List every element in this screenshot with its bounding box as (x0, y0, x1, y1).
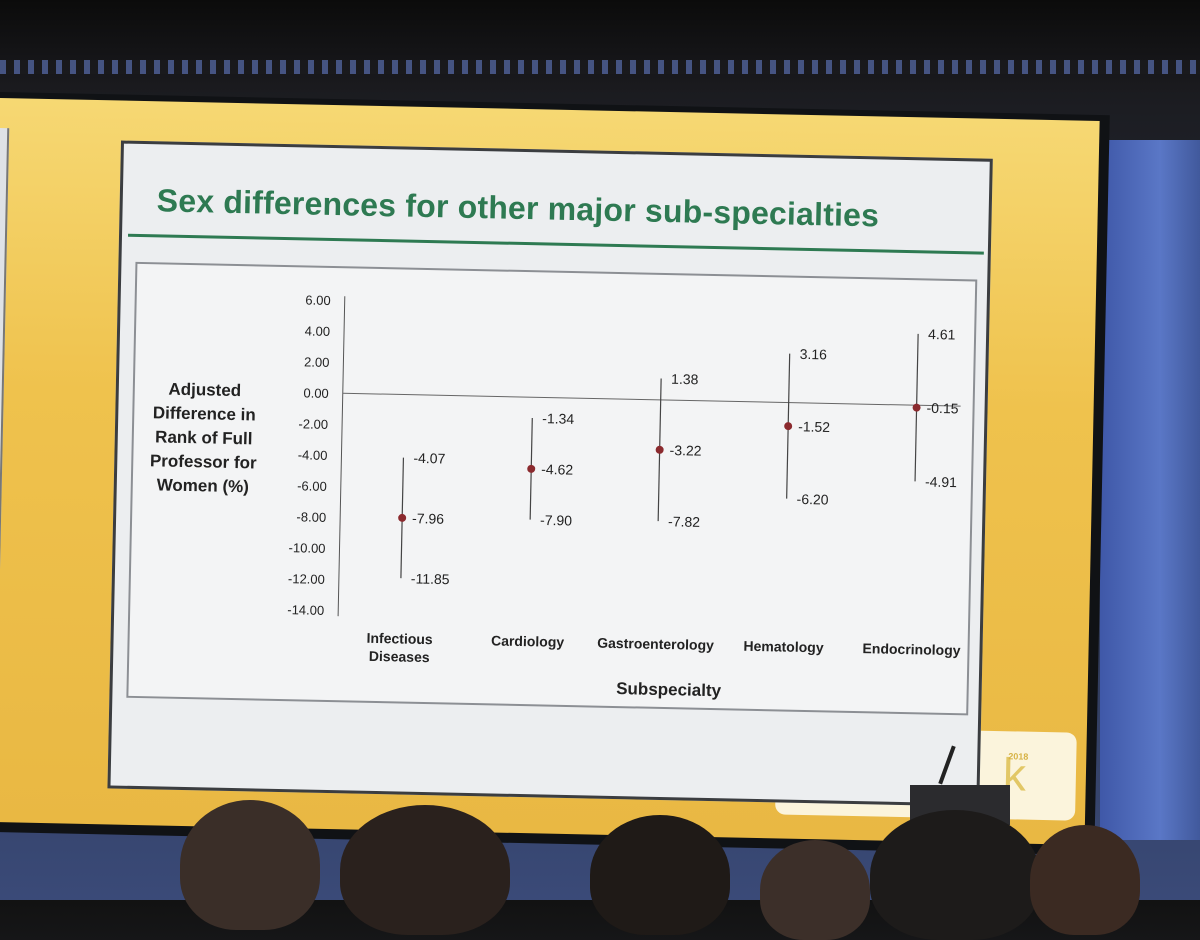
x-category-label: Diseases (369, 648, 430, 665)
y-tick-label: 6.00 (305, 292, 331, 308)
y-axis-title-line: Difference in (153, 403, 256, 424)
y-tick-label: -2.00 (298, 416, 328, 432)
estimate-point (527, 464, 536, 473)
estimate-label: -0.15 (926, 400, 958, 417)
x-category-label: Cardiology (491, 632, 565, 650)
x-axis-title: Subspecialty (616, 679, 722, 700)
upper-bound-label: 4.61 (928, 326, 956, 343)
x-category-label: Endocrinology (862, 640, 961, 658)
y-tick-label: -12.00 (288, 571, 325, 587)
lower-bound-label: -7.82 (668, 513, 700, 530)
upper-bound-label: 1.38 (671, 371, 699, 388)
slide-title: Sex differences for other major sub-spec… (156, 182, 880, 234)
audience-head (340, 805, 510, 935)
x-category-label: Infectious (366, 630, 433, 647)
error-bar-chart: 6.00 4.00 2.00 0.00 -2.00 -4.00 -6.00 -8.00 -10.… (150, 292, 961, 700)
y-axis-title-line: Adjusted (168, 380, 241, 401)
upper-bound-label: -1.34 (542, 410, 574, 427)
x-category-label: Hematology (743, 638, 824, 656)
y-axis-title-line: Rank of Full (155, 427, 253, 448)
side-screen (0, 127, 10, 579)
y-tick-label: 0.00 (303, 385, 329, 401)
y-tick-label: -8.00 (296, 509, 326, 525)
y-tick-label: 4.00 (305, 323, 331, 339)
audience (0, 780, 1200, 940)
estimate-label: -3.22 (669, 442, 701, 459)
estimate-point (398, 513, 407, 522)
audience-head (1030, 825, 1140, 935)
audience-head (760, 840, 870, 940)
chart-area: 6.00 4.00 2.00 0.00 -2.00 -4.00 -6.00 -8.00 -10.… (126, 261, 978, 716)
ceiling-lights (0, 60, 1200, 74)
slide: Sex differences for other major sub-spec… (107, 140, 993, 807)
upper-bound-label: 3.16 (800, 346, 828, 363)
lower-bound-label: -11.85 (411, 570, 450, 587)
y-axis-title-line: Women (%) (156, 475, 249, 496)
zero-line (342, 392, 961, 407)
lower-bound-label: -6.20 (796, 491, 828, 508)
y-axis-line (337, 296, 346, 617)
upper-bound-label: -4.07 (413, 450, 445, 467)
screen-frame: k 2018 Sex differences for other major s… (0, 97, 1100, 845)
x-category-label: Gastroenterology (597, 635, 714, 653)
estimate-label: -1.52 (798, 418, 830, 435)
y-axis-title-line: Professor for (150, 451, 258, 472)
audience-head (180, 800, 320, 930)
y-tick-label: -14.00 (287, 602, 324, 618)
y-tick-label: -4.00 (298, 447, 328, 463)
y-tick-label: -6.00 (297, 478, 327, 494)
estimate-label: -7.96 (412, 510, 444, 527)
logo-year: 2018 (1008, 751, 1029, 762)
lower-bound-label: -4.91 (925, 474, 957, 491)
title-rule (127, 233, 984, 255)
estimate-label: -4.62 (541, 461, 573, 478)
stage-wall (1100, 140, 1200, 840)
audience-head (870, 810, 1040, 940)
estimate-point (655, 445, 664, 454)
y-tick-label: 2.00 (304, 354, 330, 370)
estimate-point (784, 422, 793, 431)
estimate-point (912, 403, 921, 412)
ceiling (0, 0, 1200, 92)
projection-screen: k 2018 Sex differences for other major s… (0, 92, 1110, 856)
lower-bound-label: -7.90 (540, 512, 572, 529)
y-tick-label: -10.00 (288, 540, 325, 556)
audience-head (590, 815, 730, 935)
